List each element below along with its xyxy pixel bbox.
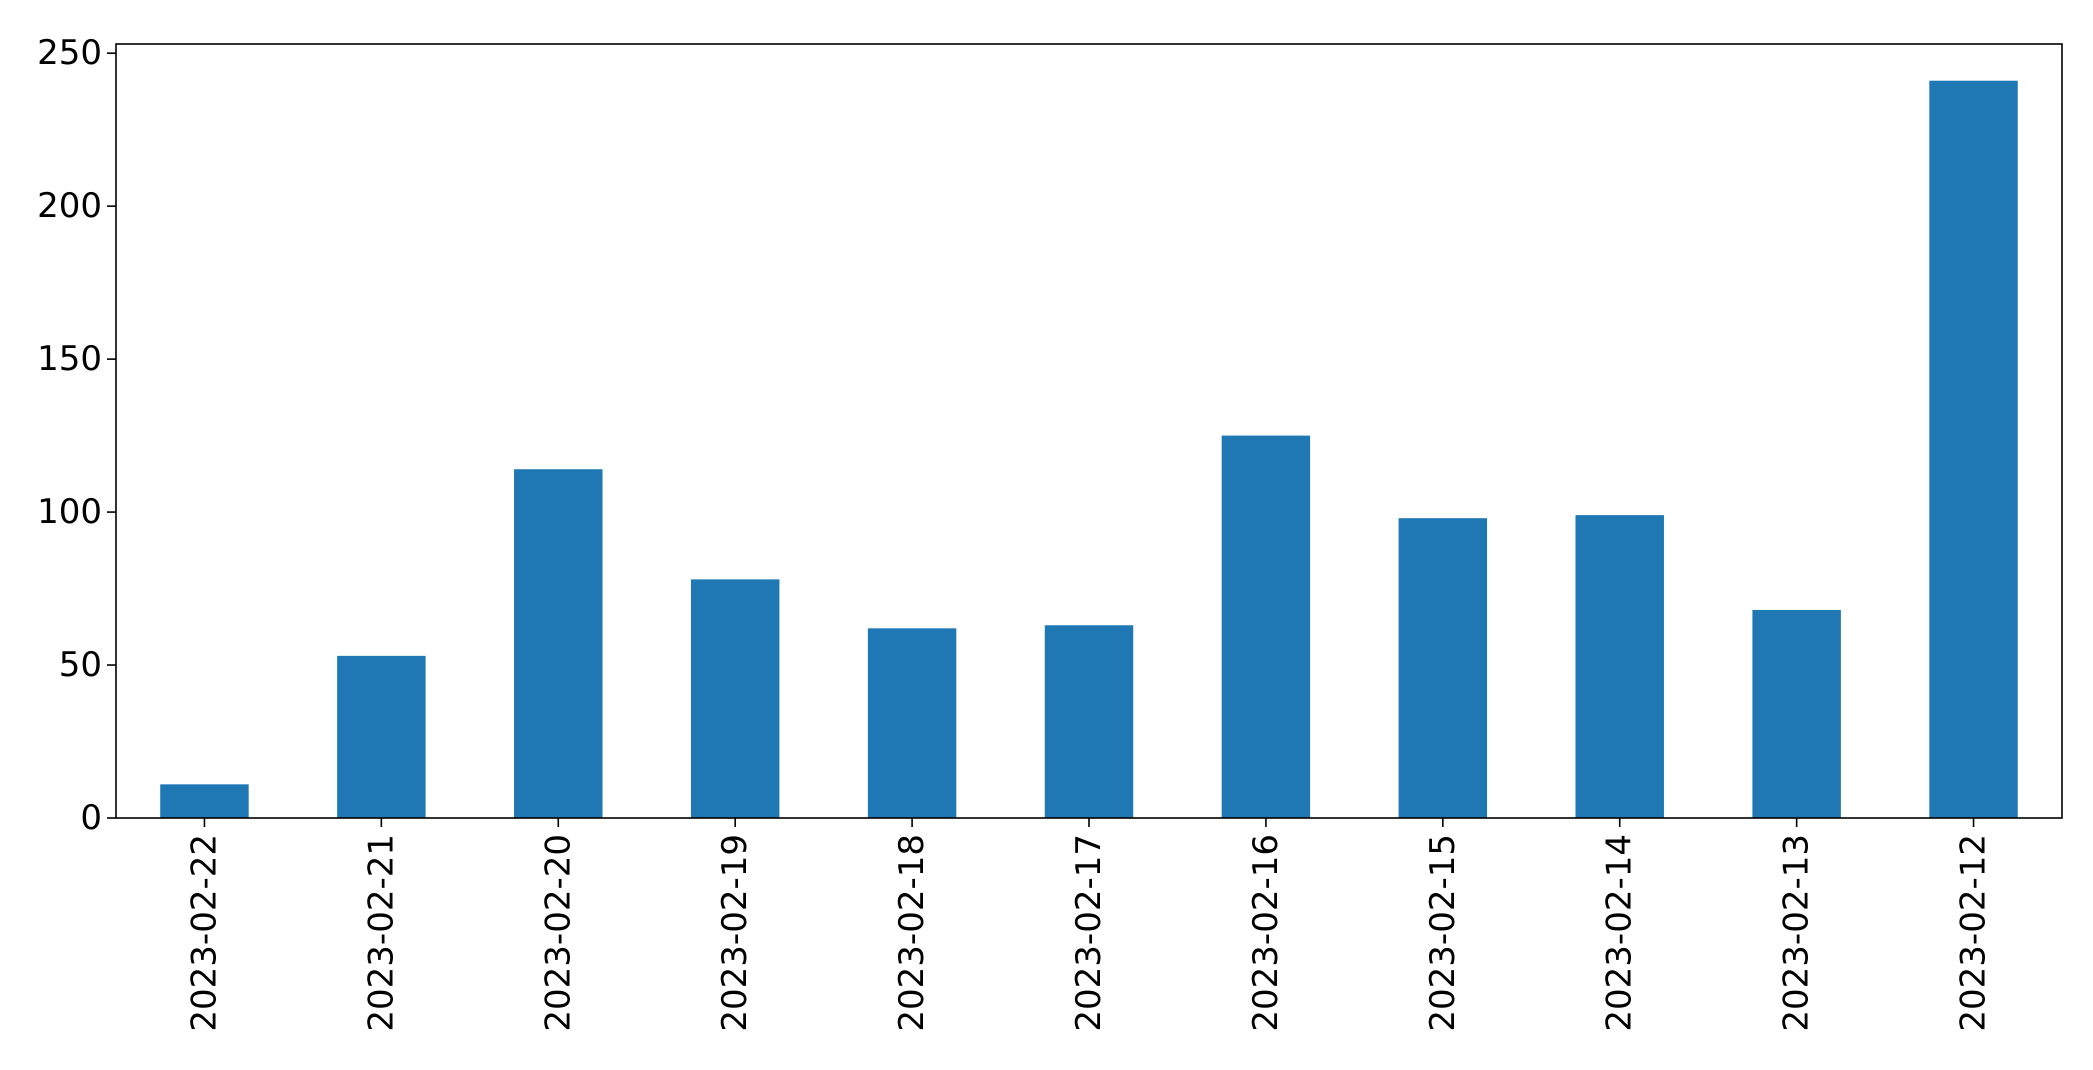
bar-2023-02-17 — [1044, 625, 1134, 818]
bar-2023-02-13 — [1752, 609, 1841, 818]
x-tick-label: 2023-02-14 — [1600, 834, 1640, 1032]
bar-2023-02-20 — [514, 469, 603, 818]
x-tick-label: 2023-02-15 — [1423, 834, 1463, 1032]
x-tick-label: 2023-02-20 — [538, 834, 578, 1032]
bar-2023-02-12 — [1929, 80, 2018, 818]
x-tick-label: 2023-02-19 — [715, 834, 755, 1032]
bar-2023-02-21 — [337, 655, 426, 818]
x-tick-label: 2023-02-12 — [1954, 834, 1994, 1032]
bar-2023-02-15 — [1398, 518, 1488, 818]
x-tick-label: 2023-02-13 — [1777, 834, 1817, 1032]
bar-2023-02-18 — [867, 628, 957, 818]
y-tick-label: 150 — [37, 339, 102, 379]
x-axis: 2023-02-22 2023-02-21 2023-02-20 2023-02-19… — [184, 818, 1994, 1032]
bars-layer — [160, 80, 2018, 818]
x-tick-label: 2023-02-21 — [361, 834, 401, 1032]
y-tick-label: 0 — [80, 798, 102, 838]
y-tick-label: 200 — [37, 186, 102, 226]
x-tick-label: 2023-02-18 — [892, 834, 932, 1032]
x-tick-label: 2023-02-17 — [1069, 834, 1109, 1032]
bar-2023-02-16 — [1221, 435, 1311, 818]
y-axis: 0 50 100 150 200 250 — [37, 33, 116, 838]
x-tick-label: 2023-02-22 — [184, 834, 224, 1032]
bar-2023-02-14 — [1575, 515, 1664, 818]
y-tick-label: 50 — [59, 645, 102, 685]
y-tick-label: 250 — [37, 33, 102, 73]
bar-2023-02-22 — [160, 784, 249, 818]
bar-2023-02-19 — [690, 579, 780, 818]
y-tick-label: 100 — [37, 492, 102, 532]
plot-frame — [115, 43, 2063, 819]
x-tick-label: 2023-02-16 — [1246, 834, 1286, 1032]
